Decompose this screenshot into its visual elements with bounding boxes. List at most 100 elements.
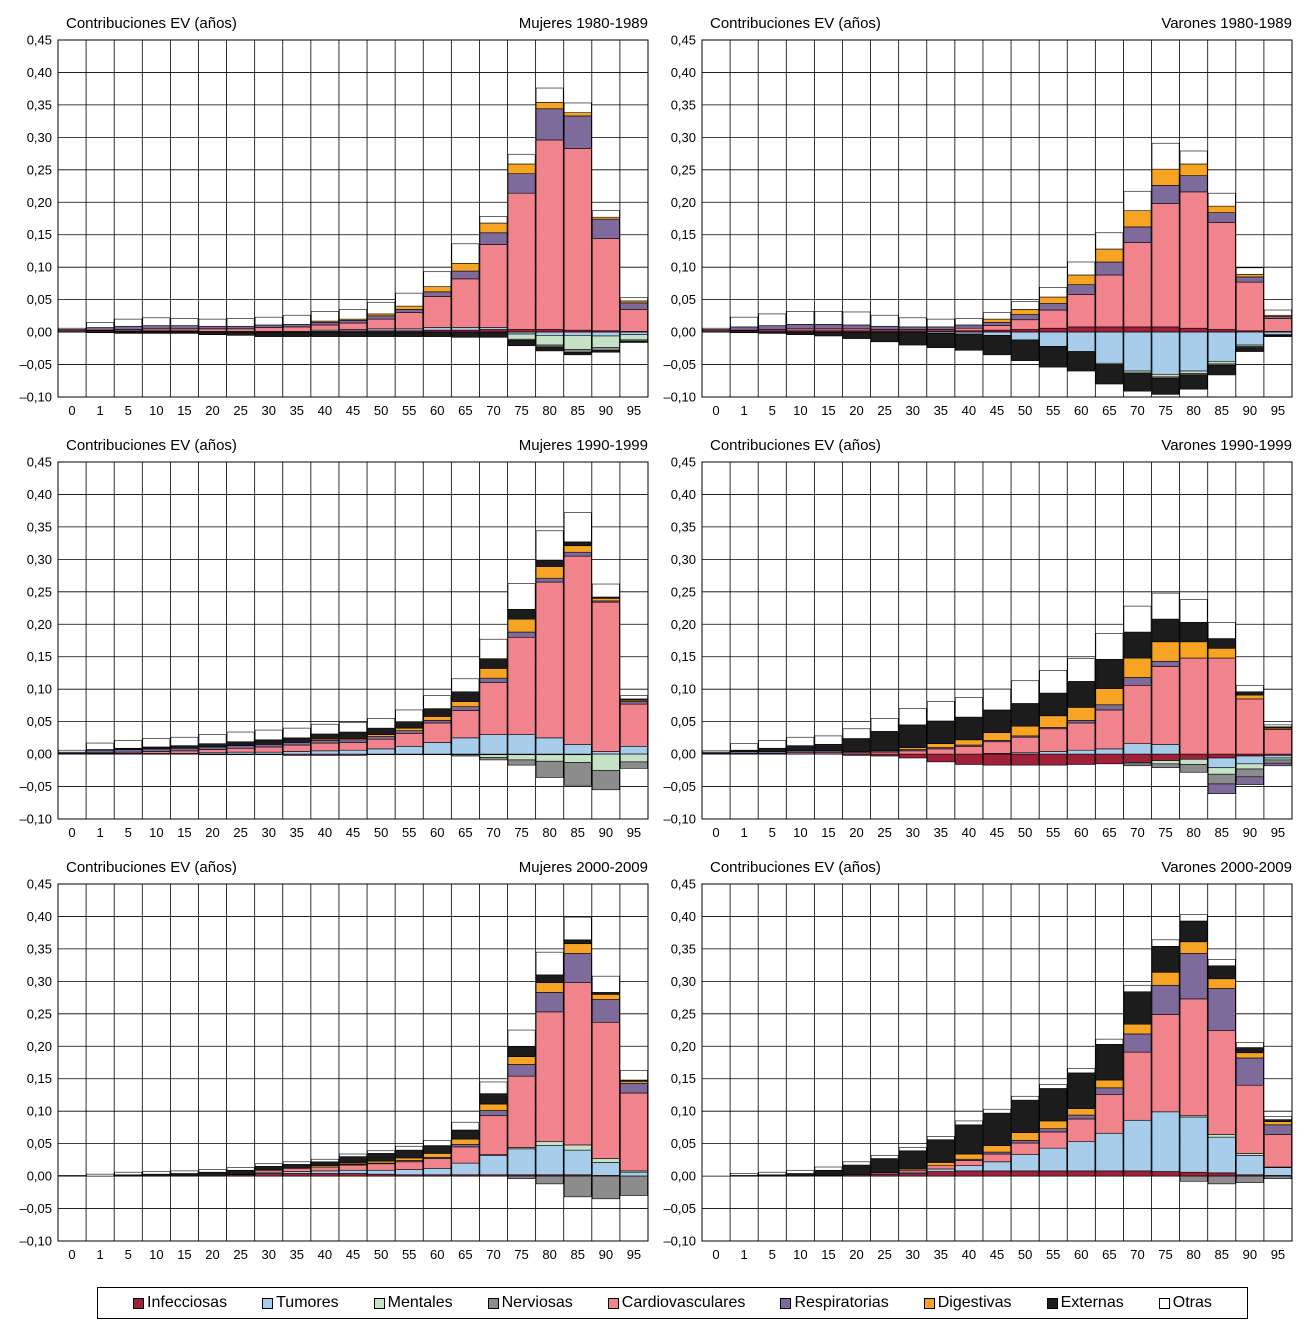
bar-segment-respiratorias [339,320,367,324]
bar-segment-externas [367,331,395,337]
bar-segment-cardiovasculares [254,327,283,332]
x-tick-label: 45 [346,403,360,418]
bar-segment-mentales [479,754,508,758]
plot-frame [701,461,1293,820]
bar-segment-cardiovasculares [170,750,199,754]
bar-segment-otras [423,695,452,709]
bar-segment-otras [1207,958,1236,967]
bar-segment-externas [311,733,339,740]
x-tick-label: 65 [458,1247,472,1262]
bar-segment-tumores [592,751,620,755]
x-tick-label: 40 [962,1247,976,1262]
bar-segment-otras [786,736,815,746]
y-tick-label: 0,10 [671,1104,696,1119]
bar-segment-otras [702,750,730,753]
bar-segment-respiratorias [198,325,227,330]
bar-segment-cardiovasculares [423,296,452,328]
bar-segment-externas [758,331,787,334]
bar-segment-otras [983,688,1011,711]
bar-segment-digestivas [507,1056,536,1065]
bar-segment-cardiovasculares [1179,191,1208,329]
bar-segment-mentales [1151,760,1180,765]
bar-segment-nerviosas [535,760,564,778]
bar-segment-digestivas [1011,309,1039,315]
y-tick-label: –0,05 [663,1201,696,1216]
bar-segment-cardiovasculares [955,1160,983,1167]
bar-segment-tumores [535,331,564,336]
bar-segment-externas [563,939,592,945]
bar-segment-externas [114,331,143,334]
bar-segment-otras [535,87,564,103]
x-tick-label: 10 [793,1247,807,1262]
bar-segment-mentales [1207,767,1236,775]
bar-segment-cardiovasculares [1179,998,1208,1117]
bar-segment-otras [395,1145,424,1151]
x-tick-label: 30 [261,825,275,840]
bar-segment-infecciosas [1207,1172,1236,1177]
legend-swatch [262,1297,274,1309]
bar-segment-externas [1011,339,1039,361]
bar-segment-otras [592,210,620,218]
bar-segment-otras [1067,1068,1096,1074]
bar-segment-mentales [592,753,620,771]
bar-segment-cardiovasculares [926,1165,955,1170]
bar-segment-otras [86,742,114,750]
x-tick-label: 55 [1046,825,1060,840]
bar-segment-nerviosas [620,761,648,769]
bar-segment-respiratorias [170,325,199,330]
bar-segment-externas [311,1161,339,1167]
x-tick-label: 20 [205,825,219,840]
bar-segment-respiratorias [1067,720,1096,724]
bar-segment-externas [842,738,871,752]
bar-segment-externas [198,743,227,748]
bar-segment-otras [814,1166,843,1171]
bar-segment-otras [395,709,424,722]
bar-segment-mentales [1207,360,1236,365]
bar-segment-cardiovasculares [1179,657,1208,755]
bar-segment-digestivas [1179,163,1208,176]
bar-segment-otras [1011,680,1039,704]
bar-segment-respiratorias [1095,1087,1124,1095]
bar-segment-otras [311,1158,339,1163]
bar-segment-nerviosas [592,347,620,351]
legend-item-cardiovasculares: Cardiovasculares [607,1294,745,1312]
x-tick-label: 75 [514,1247,528,1262]
bar-segment-cardiovasculares [535,1011,564,1142]
bar-segment-otras [170,1170,199,1174]
bar-segment-otras [1264,1116,1292,1120]
bar-segment-otras [535,530,564,561]
y-tick-label: 0,15 [27,227,52,242]
bar-segment-tumores [395,746,424,755]
y-tick-label: –0,10 [19,812,52,827]
bar-segment-otras [367,1150,395,1154]
bar-segment-digestivas [395,1157,424,1161]
bar-segment-externas [507,609,536,620]
x-tick-label: 55 [1046,403,1060,418]
bar-segment-nerviosas [1264,759,1292,764]
bar-segment-infecciosas [898,753,927,759]
bar-segment-mentales [592,1158,620,1163]
y-tick-label: 0,20 [671,617,696,632]
bar-segment-externas [535,974,564,983]
y-axis-title: Contribuciones EV (años) [66,859,237,876]
x-tick-label: 40 [962,825,976,840]
bar-segment-mentales [1179,370,1208,374]
bar-segment-externas [786,331,815,335]
y-tick-label: 0,10 [671,682,696,697]
bar-segment-infecciosas [1095,753,1124,765]
bar-segment-respiratorias [507,1064,536,1077]
bar-segment-cardiovasculares [563,982,592,1146]
bar-segment-tumores [1264,331,1292,335]
bar-segment-digestivas [479,668,508,679]
x-tick-label: 60 [1074,403,1088,418]
bar-segment-externas [311,331,339,337]
bar-segment-respiratorias [592,218,620,239]
bar-segment-otras [423,1140,452,1146]
x-tick-label: 55 [402,1247,416,1262]
x-tick-label: 1 [97,825,104,840]
bar-segment-otras [730,743,758,751]
bar-segment-digestivas [423,286,452,293]
x-tick-label: 50 [1018,1247,1032,1262]
bar-segment-cardiovasculares [926,748,955,755]
bar-segment-otras [367,718,395,729]
